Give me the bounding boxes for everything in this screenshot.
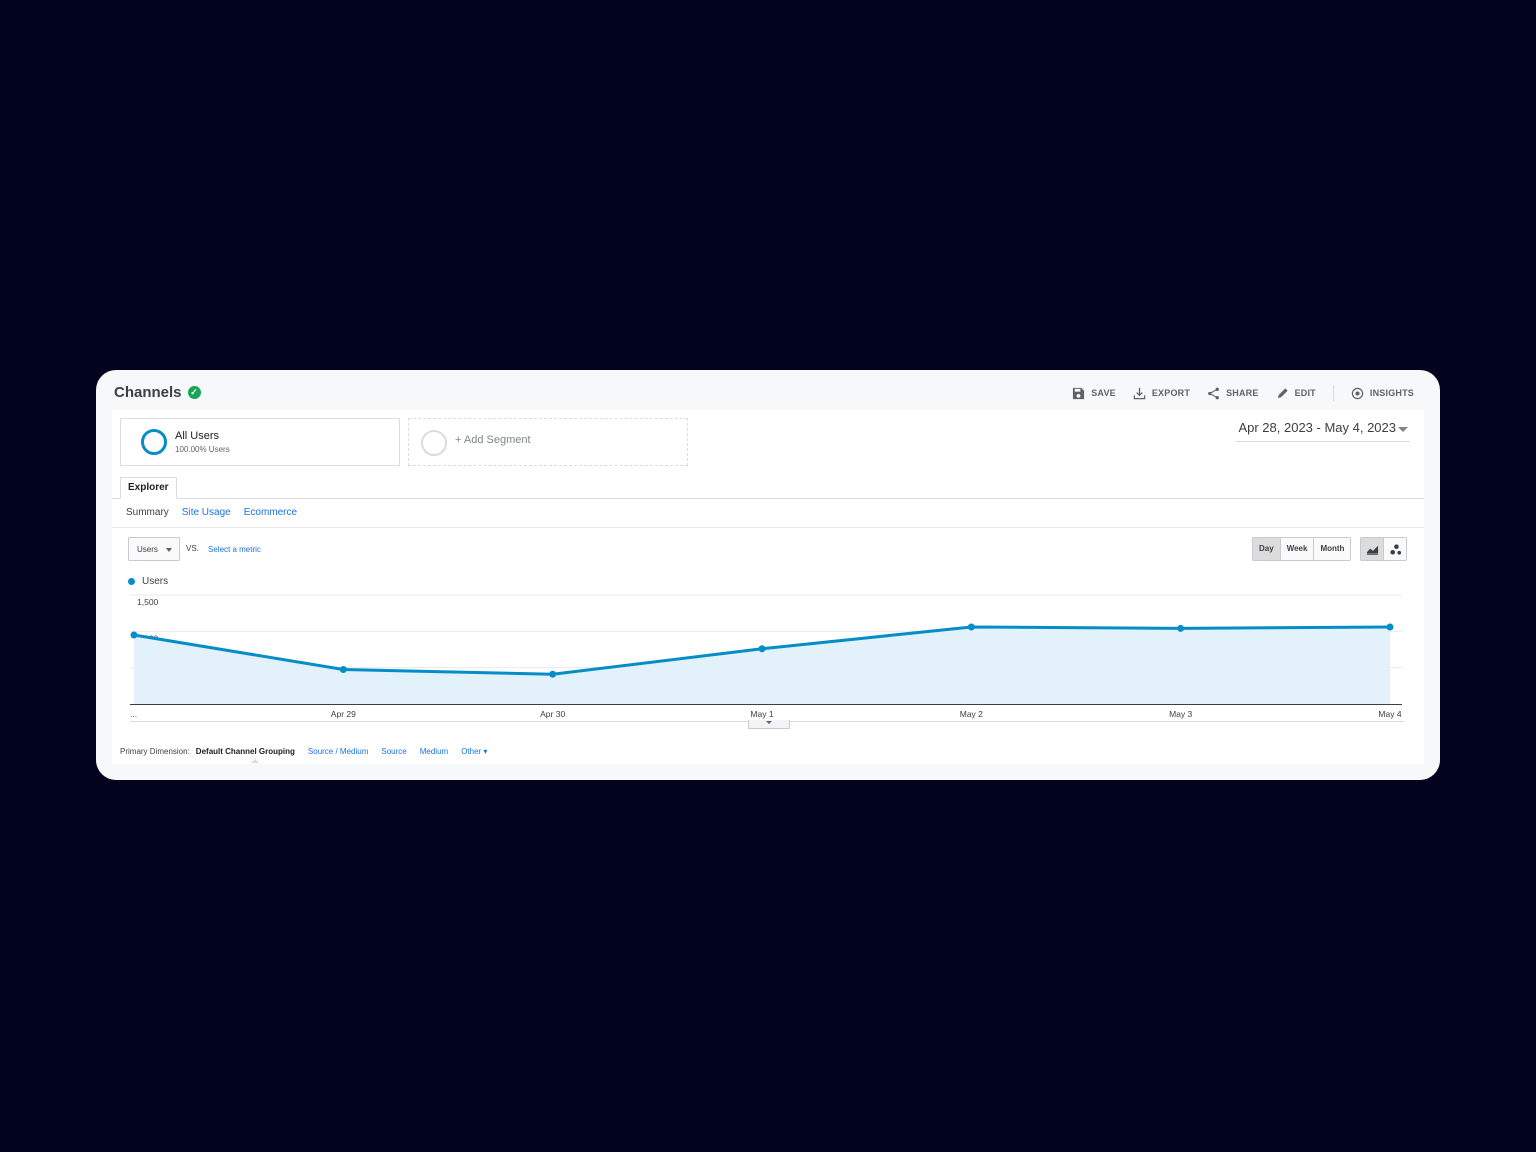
motion-chart-button[interactable] [1384, 538, 1406, 560]
date-range-picker[interactable]: Apr 28, 2023 - May 4, 2023 [1236, 418, 1410, 442]
line-chart-icon [1366, 545, 1378, 555]
active-dimension-marker [251, 759, 259, 763]
data-point [758, 645, 766, 653]
y-tick-label: 1,500 [137, 597, 159, 607]
segment-name: All Users [175, 430, 220, 442]
legend-dot [128, 578, 135, 585]
export-label: EXPORT [1151, 388, 1191, 398]
dimension-source-medium[interactable]: Source / Medium [307, 747, 369, 756]
period-month-button[interactable]: Month [1314, 538, 1351, 560]
date-range-text: Apr 28, 2023 - May 4, 2023 [1238, 420, 1396, 435]
line-chart-button[interactable] [1361, 538, 1384, 560]
add-segment-button[interactable]: + Add Segment [408, 418, 688, 466]
page-title: Channels ✓ [114, 384, 201, 401]
data-point [967, 623, 975, 631]
segment-ring-icon [141, 429, 167, 455]
chart-type-toggle [1360, 537, 1407, 561]
edit-button[interactable]: EDIT [1276, 387, 1316, 400]
dimension-medium[interactable]: Medium [419, 747, 449, 756]
select-metric-link[interactable]: Select a metric [208, 545, 261, 554]
report-card: Channels ✓ SAVE EXPORT SHARE EDIT [96, 370, 1440, 780]
segment-percentage: 100.00% Users [175, 445, 230, 454]
save-button[interactable]: SAVE [1072, 387, 1116, 400]
share-icon [1207, 387, 1220, 400]
period-day-button[interactable]: Day [1253, 538, 1281, 560]
verified-check-icon: ✓ [187, 386, 201, 399]
vs-label: VS. [186, 544, 199, 553]
tab-divider [112, 498, 1424, 499]
insights-label: INSIGHTS [1369, 388, 1414, 398]
report-toolbar: SAVE EXPORT SHARE EDIT INSIGHTS [1072, 385, 1414, 401]
dimension-other[interactable]: Other ▾ [461, 747, 488, 756]
subtab-ecommerce[interactable]: Ecommerce [243, 507, 298, 518]
x-tick-label: Apr 29 [331, 709, 356, 719]
empty-segment-ring-icon [421, 430, 447, 456]
dimension-source[interactable]: Source [381, 747, 407, 756]
period-toggle: Day Week Month [1252, 537, 1352, 561]
dimension-default-channel-grouping[interactable]: Default Channel Grouping [195, 747, 295, 756]
save-label: SAVE [1091, 388, 1116, 398]
save-icon [1072, 387, 1085, 400]
x-tick-label: May 2 [960, 709, 983, 719]
x-tick-label: May 4 [1378, 709, 1401, 719]
metric-dropdown-value: Users [137, 545, 158, 554]
add-segment-label: + Add Segment [455, 434, 531, 446]
data-point [130, 631, 138, 639]
subtab-divider [112, 527, 1424, 528]
x-tick-label: ... [130, 709, 137, 719]
data-point [339, 665, 347, 673]
page-title-text: Channels [114, 384, 182, 401]
data-point [549, 670, 557, 678]
chart-collapse-handle[interactable] [748, 720, 790, 729]
download-icon [1133, 387, 1146, 400]
chevron-down-icon [766, 721, 772, 724]
share-label: SHARE [1226, 388, 1259, 398]
users-area-fill [134, 626, 1390, 704]
data-point [1177, 624, 1185, 632]
primary-dimension-label: Primary Dimension: [120, 747, 190, 756]
insights-button[interactable]: INSIGHTS [1351, 387, 1414, 400]
share-button[interactable]: SHARE [1207, 387, 1259, 400]
edit-label: EDIT [1294, 388, 1316, 398]
report-panel: All Users 100.00% Users + Add Segment Ap… [112, 410, 1424, 764]
subtab-site-usage[interactable]: Site Usage [181, 507, 231, 518]
x-tick-label: Apr 30 [540, 709, 565, 719]
bubble-chart-icon [1389, 543, 1401, 555]
toolbar-divider [1332, 385, 1334, 401]
chevron-down-icon [166, 548, 172, 552]
period-week-button[interactable]: Week [1280, 538, 1315, 560]
insights-icon [1351, 387, 1364, 400]
primary-dimension-bar: Primary Dimension: Default Channel Group… [120, 747, 487, 756]
tab-explorer[interactable]: Explorer [120, 477, 177, 499]
dimension-other-label: Other [461, 747, 482, 756]
subtab-summary[interactable]: Summary [126, 507, 169, 518]
segment-all-users[interactable]: All Users 100.00% Users [120, 418, 400, 466]
pencil-icon [1276, 387, 1289, 400]
legend-label: Users [142, 576, 169, 587]
data-point [1386, 623, 1394, 631]
x-tick-label: May 3 [1169, 709, 1192, 719]
metric-dropdown[interactable]: Users [128, 537, 180, 561]
x-tick-label: May 1 [750, 709, 773, 719]
export-button[interactable]: EXPORT [1133, 387, 1190, 400]
explorer-subtabs: Summary Site Usage Ecommerce [126, 507, 297, 518]
chart-legend: Users [128, 576, 168, 587]
chevron-down-icon [1398, 427, 1408, 432]
